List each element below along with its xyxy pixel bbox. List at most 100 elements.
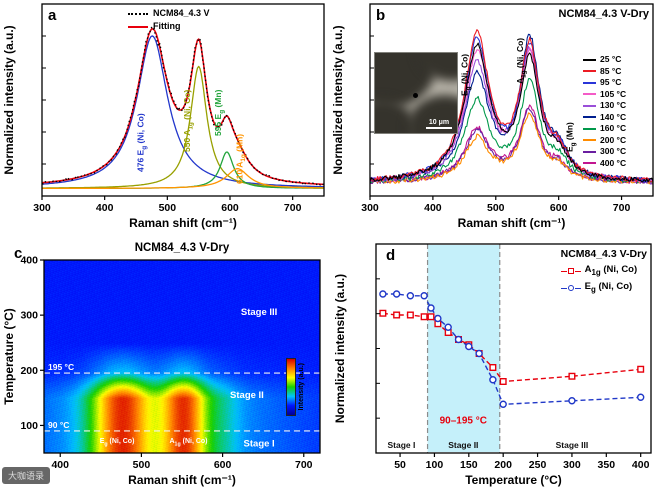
series-swatch [583, 162, 596, 165]
series-label: 95 °C [600, 77, 622, 87]
svg-text:550 A1g (Ni, Co): 550 A1g (Ni, Co) [182, 89, 195, 152]
svg-text:Stage III: Stage III [241, 307, 277, 318]
panel-b-title: NCM84_4.3 V-Dry [558, 8, 650, 20]
series-label: Eg (Ni, Co) [584, 280, 633, 294]
svg-text:700: 700 [613, 202, 631, 214]
svg-text:90 °C: 90 °C [48, 420, 69, 430]
panel-d-chart: 90–195 °C Stage I Stage II Stage III 50 100 15… [333, 243, 652, 487]
svg-text:Stage I: Stage I [388, 440, 416, 450]
series-swatch [583, 93, 596, 96]
circle-marker-glyph [560, 285, 581, 292]
legend-item: 200 °C [583, 135, 626, 147]
svg-text:Temperature (°C): Temperature (°C) [465, 473, 562, 487]
series-swatch [583, 139, 596, 142]
legend-item: 400 °C [583, 158, 626, 170]
svg-text:150: 150 [460, 459, 478, 471]
square-marker-glyph [560, 268, 581, 275]
fitting-line-swatch [128, 25, 148, 28]
series-label: 300 °C [600, 146, 627, 156]
svg-text:250: 250 [529, 459, 547, 471]
svg-text:700: 700 [295, 459, 313, 471]
panel-d-intensity-vs-temperature: 90–195 °C Stage I Stage II Stage III 50 100 15… [330, 238, 659, 487]
svg-text:Eg (Mn): Eg (Mn) [565, 122, 578, 152]
svg-text:476 Eg (Ni, Co): 476 Eg (Ni, Co) [136, 113, 149, 172]
svg-text:300: 300 [563, 459, 581, 471]
svg-text:Normalized intensity (a.u.): Normalized intensity (a.u.) [2, 25, 16, 174]
svg-text:700: 700 [284, 202, 302, 214]
svg-text:300: 300 [361, 202, 379, 214]
svg-text:500: 500 [159, 202, 177, 214]
svg-text:A1g (Ni, Co): A1g (Ni, Co) [515, 38, 528, 84]
panel-a-legend: NCM84_4.3 V Fitting [128, 7, 210, 33]
series-label: 200 °C [600, 134, 627, 145]
series-swatch [583, 58, 596, 61]
legend-item-experimental: NCM84_4.3 V [128, 7, 210, 20]
series-swatch [583, 81, 596, 84]
legend-item: 95 °C [583, 77, 626, 89]
panel-b-chart: Eg (Ni, Co) A1g (Ni, Co) Eg (Mn) 300 400 500 6… [331, 3, 654, 230]
series-label: 160 °C [600, 123, 627, 133]
scale-bar: 10 μm [426, 119, 452, 129]
colorbar: Intensity (a.u.) [286, 358, 305, 416]
series-label: 130 °C [600, 100, 627, 110]
colorbar-label: Intensity (a.u.) [298, 363, 305, 411]
svg-text:Stage I: Stage I [244, 438, 275, 449]
watermark: 大咖语录 [2, 467, 51, 484]
legend-item-fitting: Fitting [128, 20, 210, 33]
panel-d-legend: NCM84_4.3 V-Dry A1g (Ni, Co) Eg (Ni, Co) [560, 248, 647, 297]
legend-item: 25 °C [583, 54, 626, 66]
svg-text:Stage II: Stage II [448, 440, 478, 450]
svg-text:500: 500 [487, 202, 505, 214]
panel-c-title: NCM84_4.3 V-Dry [134, 242, 230, 254]
svg-text:400: 400 [632, 459, 650, 471]
optical-microscope-inset: 10 μm [374, 52, 458, 134]
legend-item-a1g: A1g (Ni, Co) [560, 263, 647, 280]
svg-text:100: 100 [20, 420, 38, 432]
legend-label: Fitting [153, 21, 181, 31]
svg-text:610 A1g (Mn): 610 A1g (Mn) [235, 134, 248, 184]
svg-text:350: 350 [598, 459, 616, 471]
panel-c-raman-heatmap: 195 °C 90 °C Stage III Stage II Stage I Eg (N… [0, 238, 330, 487]
svg-text:200: 200 [494, 459, 512, 471]
series-swatch [583, 116, 596, 119]
legend-item: 105 °C [583, 89, 626, 101]
svg-text:Eg (Ni, Co): Eg (Ni, Co) [460, 54, 473, 96]
series-label: 105 °C [600, 88, 627, 99]
svg-text:600: 600 [214, 459, 232, 471]
svg-text:A1g (Ni, Co): A1g (Ni, Co) [169, 438, 207, 448]
colorbar-gradient [286, 358, 296, 416]
panel-letter-b: b [376, 7, 386, 24]
svg-text:Raman shift (cm⁻¹): Raman shift (cm⁻¹) [129, 216, 237, 230]
series-label: 85 °C [600, 65, 622, 76]
svg-text:400: 400 [20, 255, 38, 267]
legend-label: NCM84_4.3 V [153, 8, 210, 18]
svg-text:Eg (Ni, Co): Eg (Ni, Co) [100, 438, 135, 448]
scale-bar-label: 10 μm [428, 119, 450, 126]
svg-text:Stage III: Stage III [556, 440, 589, 450]
legend-item: 160 °C [583, 123, 626, 135]
panel-letter-a: a [48, 7, 57, 24]
svg-text:200: 200 [20, 365, 38, 377]
series-label: 25 °C [600, 54, 622, 64]
svg-text:Normalized intensity (a.u.): Normalized intensity (a.u.) [333, 274, 347, 423]
svg-text:Raman shift (cm⁻¹): Raman shift (cm⁻¹) [128, 473, 236, 487]
svg-text:595 Eg (Mn): 595 Eg (Mn) [213, 89, 226, 136]
legend-item: 300 °C [583, 146, 626, 158]
legend-item: 140 °C [583, 112, 626, 124]
panel-b-temperature-legend: 25 °C 85 °C 95 °C 105 °C 130 °C 140 °C 160 °C 2… [583, 54, 626, 169]
svg-text:195 °C: 195 °C [48, 362, 74, 372]
series-label: 400 °C [600, 157, 627, 168]
svg-text:400: 400 [96, 202, 114, 214]
panel-letter-d: d [386, 247, 396, 264]
series-swatch [583, 150, 596, 153]
svg-text:600: 600 [550, 202, 568, 214]
svg-text:300: 300 [20, 310, 38, 322]
svg-text:Temperature (°C): Temperature (°C) [2, 308, 16, 405]
svg-text:600: 600 [221, 202, 239, 214]
scale-bar-line [426, 127, 452, 129]
laser-spot [413, 93, 418, 98]
svg-text:50: 50 [394, 459, 406, 471]
series-label: A1g (Ni, Co) [584, 264, 638, 277]
series-swatch [583, 70, 596, 73]
